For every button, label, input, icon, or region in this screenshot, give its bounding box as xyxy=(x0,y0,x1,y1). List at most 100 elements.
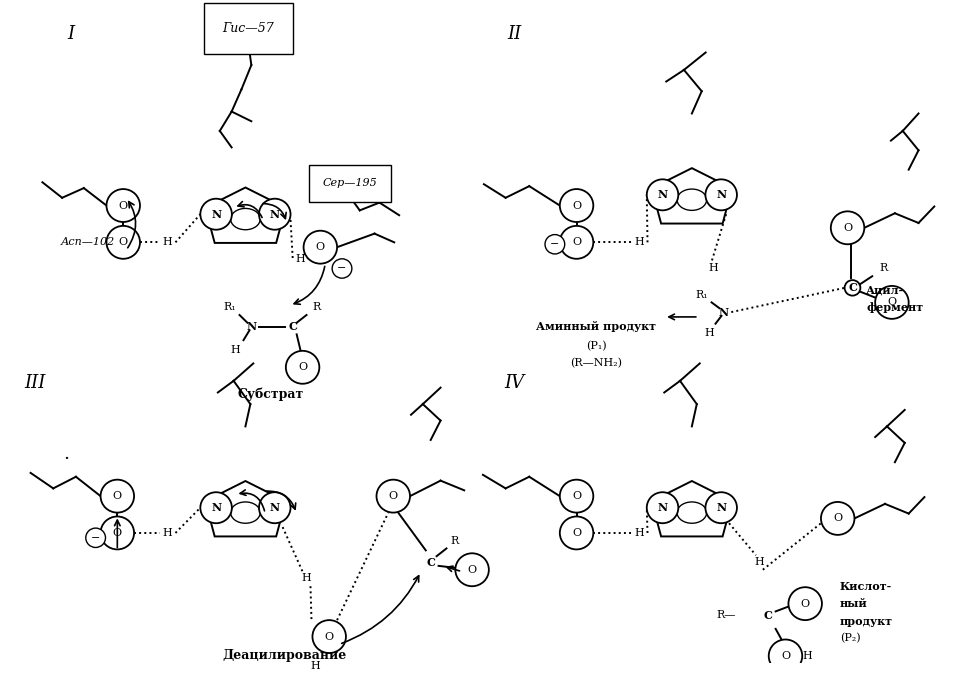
Text: O: O xyxy=(316,242,324,252)
Circle shape xyxy=(875,286,908,319)
Circle shape xyxy=(86,528,105,548)
Text: O: O xyxy=(572,238,581,247)
Circle shape xyxy=(647,179,679,211)
Text: N: N xyxy=(657,190,668,200)
Text: H: H xyxy=(634,238,644,247)
Text: H: H xyxy=(709,263,719,274)
Text: H: H xyxy=(163,238,172,247)
Text: O: O xyxy=(781,651,790,661)
Circle shape xyxy=(647,492,679,523)
Circle shape xyxy=(200,492,232,523)
Circle shape xyxy=(286,351,320,384)
Text: O: O xyxy=(572,491,581,501)
Text: O: O xyxy=(119,200,128,211)
Text: R: R xyxy=(312,302,321,312)
Circle shape xyxy=(831,211,864,244)
Text: Гис—57: Гис—57 xyxy=(223,22,275,35)
Text: N: N xyxy=(657,502,668,513)
Text: продукт: продукт xyxy=(839,615,893,627)
Circle shape xyxy=(821,502,855,535)
Text: H: H xyxy=(310,661,321,671)
Text: H: H xyxy=(296,254,305,264)
Text: R₁: R₁ xyxy=(696,290,708,300)
Text: Кислот-: Кислот- xyxy=(839,581,892,592)
Text: O: O xyxy=(113,528,122,538)
Text: C: C xyxy=(288,321,298,332)
Text: O: O xyxy=(834,513,842,523)
Text: Асп—102: Асп—102 xyxy=(61,238,116,247)
Text: O: O xyxy=(887,297,897,307)
Ellipse shape xyxy=(677,189,706,211)
Text: O: O xyxy=(324,632,334,642)
Circle shape xyxy=(100,480,134,512)
Text: −: − xyxy=(550,239,560,249)
Circle shape xyxy=(845,280,860,296)
Circle shape xyxy=(259,492,291,523)
Text: R: R xyxy=(879,263,888,274)
Text: Субстрат: Субстрат xyxy=(238,388,304,401)
Circle shape xyxy=(545,235,565,254)
Text: ный: ный xyxy=(839,598,867,609)
Circle shape xyxy=(376,480,410,512)
Text: C: C xyxy=(848,282,857,293)
Circle shape xyxy=(789,587,822,620)
Text: R—: R— xyxy=(717,610,736,620)
Circle shape xyxy=(560,517,593,550)
Text: R: R xyxy=(450,536,458,546)
Circle shape xyxy=(560,226,593,259)
Text: N: N xyxy=(716,190,726,200)
Circle shape xyxy=(106,189,140,222)
Text: III: III xyxy=(24,374,45,392)
Text: C: C xyxy=(426,556,435,567)
Ellipse shape xyxy=(677,502,706,523)
Text: O: O xyxy=(572,200,581,211)
Text: ·: · xyxy=(63,450,69,468)
Text: IV: IV xyxy=(504,374,524,392)
Text: O: O xyxy=(298,362,307,372)
Circle shape xyxy=(705,179,737,211)
Text: фермент: фермент xyxy=(866,302,924,313)
Text: O: O xyxy=(468,565,477,575)
Circle shape xyxy=(200,199,232,230)
Ellipse shape xyxy=(231,502,260,523)
Ellipse shape xyxy=(231,209,260,230)
Text: O: O xyxy=(843,223,852,233)
Text: −: − xyxy=(91,533,100,543)
Circle shape xyxy=(259,199,291,230)
Text: −: − xyxy=(337,263,346,274)
Text: R₁: R₁ xyxy=(223,302,236,312)
Text: N: N xyxy=(211,502,221,513)
Text: H: H xyxy=(301,573,311,584)
Text: (Р₂): (Р₂) xyxy=(839,634,860,644)
Text: H: H xyxy=(802,651,812,661)
Text: O: O xyxy=(119,238,128,247)
Text: Деацилирование: Деацилирование xyxy=(223,649,347,663)
Text: O: O xyxy=(113,491,122,501)
Text: H: H xyxy=(163,528,172,538)
Text: Сер—195: Сер—195 xyxy=(323,178,377,188)
Circle shape xyxy=(303,231,337,263)
Text: N: N xyxy=(719,307,728,318)
Text: (Р₁): (Р₁) xyxy=(586,341,607,351)
Text: O: O xyxy=(389,491,398,501)
Text: H: H xyxy=(634,528,644,538)
Text: N: N xyxy=(211,209,221,220)
Circle shape xyxy=(560,189,593,222)
Text: I: I xyxy=(67,25,75,43)
Text: H: H xyxy=(754,557,764,567)
Text: O: O xyxy=(572,528,581,538)
Text: Ацил-: Ацил- xyxy=(866,284,904,295)
Circle shape xyxy=(312,620,345,653)
Circle shape xyxy=(456,553,489,586)
Circle shape xyxy=(560,480,593,512)
Text: N: N xyxy=(270,502,279,513)
Text: N: N xyxy=(246,321,256,332)
Circle shape xyxy=(100,517,134,550)
Circle shape xyxy=(106,226,140,259)
Circle shape xyxy=(332,259,352,278)
Text: C: C xyxy=(764,610,772,621)
Text: O: O xyxy=(801,598,810,609)
Text: N: N xyxy=(270,209,279,220)
Text: Аминный продукт: Аминный продукт xyxy=(536,321,657,332)
Text: H: H xyxy=(231,345,240,355)
